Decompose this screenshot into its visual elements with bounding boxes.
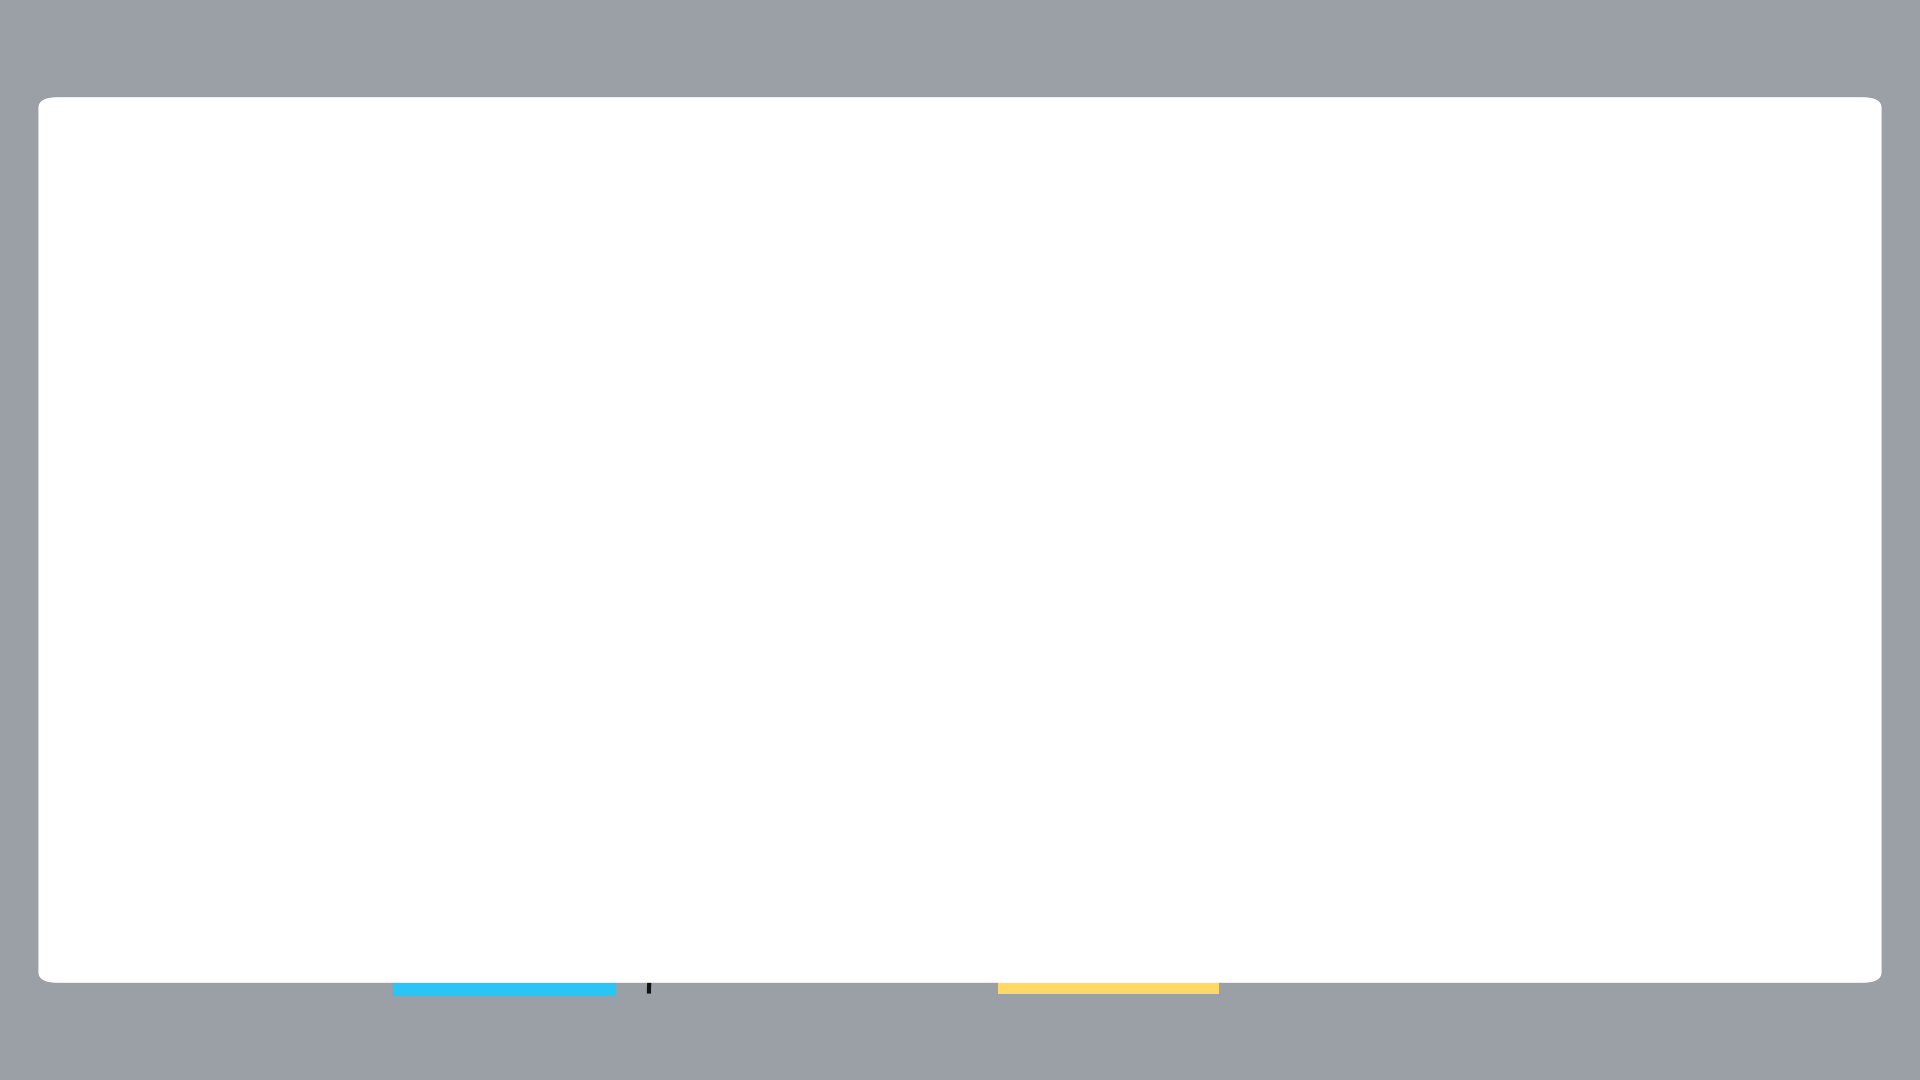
Bar bbox=[998, 435, 1219, 860]
Text: Figure 1. HIV testing ≤1 week before/at the first CAB LA injection (N = 560): Figure 1. HIV testing ≤1 week before/at … bbox=[96, 123, 1640, 158]
Text: RNA test only, 14 (4%): RNA test only, 14 (4%) bbox=[1114, 765, 1594, 872]
Bar bbox=[998, 860, 1219, 882]
Text: Ab/Ag test only, 268 (76%): Ab/Ag test only, 268 (76%) bbox=[1267, 612, 1642, 640]
Bar bbox=[394, 108, 614, 435]
Text: Ab/Ag & RNA tests, 70 (20%): Ab/Ag & RNA tests, 70 (20%) bbox=[1267, 950, 1670, 978]
Text: No HIV test,
208 (37%): No HIV test, 208 (37%) bbox=[180, 242, 346, 302]
Bar bbox=[998, 882, 1219, 994]
Bar bbox=[394, 435, 614, 994]
Text: Any HIV test,
352 (63%): Any HIV test, 352 (63%) bbox=[165, 752, 346, 812]
